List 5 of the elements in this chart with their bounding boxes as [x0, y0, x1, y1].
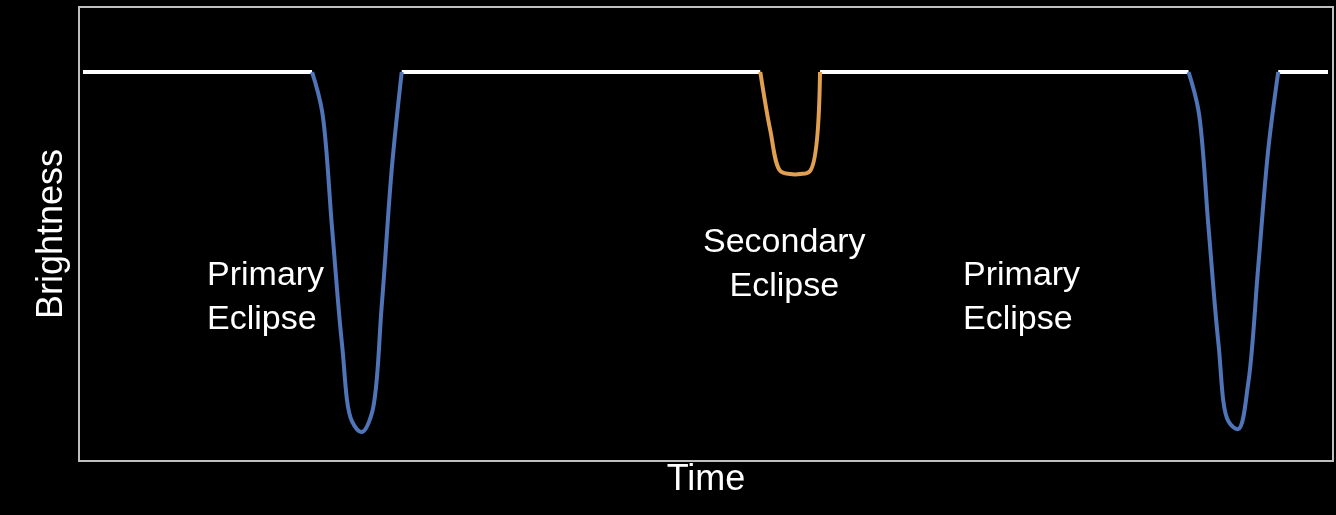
- annotation: Secondary Eclipse: [703, 221, 866, 304]
- annotation: Primary Eclipse: [963, 254, 1081, 337]
- y-axis-title: Brightness: [29, 148, 71, 320]
- x-axis-title: Time: [666, 457, 746, 499]
- annotation: Primary Eclipse: [207, 254, 325, 337]
